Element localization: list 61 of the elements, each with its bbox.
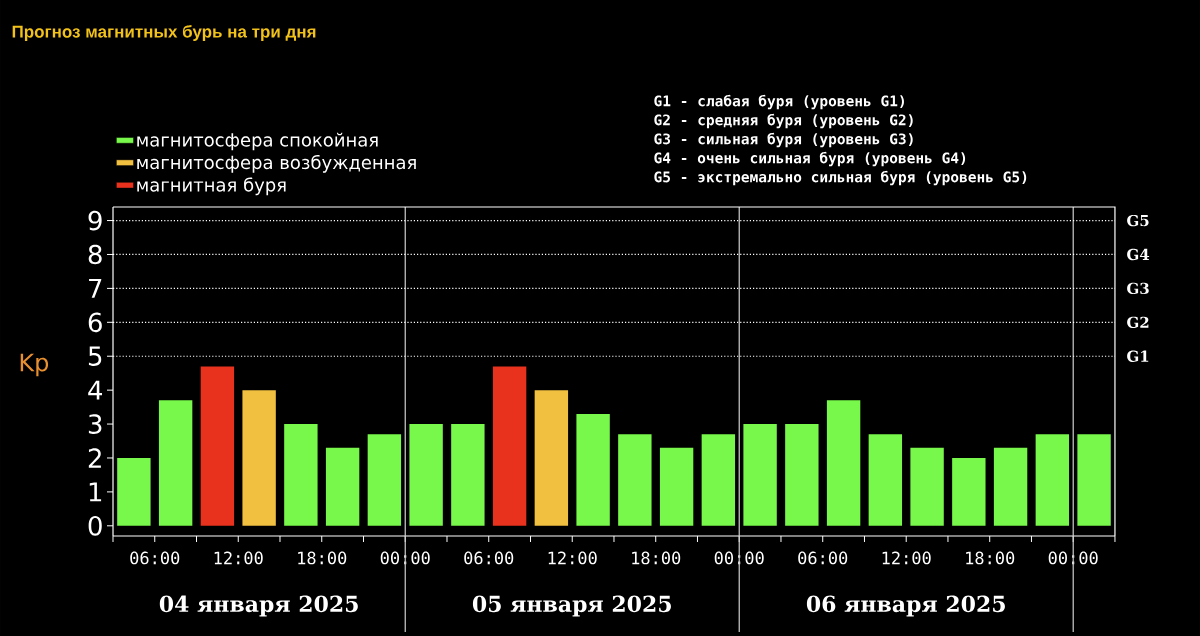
bar	[785, 424, 819, 526]
x-tick-label: 06:00	[798, 551, 848, 565]
bar	[200, 366, 235, 526]
bar	[952, 457, 986, 526]
y-tick-label: 7	[89, 278, 102, 298]
chart-title: Прогноз магнитных бурь на три дня	[12, 24, 316, 41]
x-tick-label: 18:00	[298, 551, 347, 565]
y-tick-label: 4	[88, 380, 103, 400]
bar	[451, 424, 485, 526]
bar	[534, 390, 569, 526]
bar	[993, 447, 1028, 526]
bar	[1077, 434, 1111, 526]
bar	[826, 400, 861, 526]
x-tick-label: 18:00	[632, 551, 681, 565]
x-tick-label: 06:00	[130, 551, 180, 565]
y-tick-label: 5	[88, 346, 102, 366]
text: G5 - экстремально сильная буря (уровень G5)	[654, 170, 1027, 186]
x-tick-label: 12:00	[214, 551, 263, 565]
x-tick-label: 12:00	[548, 551, 597, 565]
y-tick-label: 0	[88, 515, 102, 536]
bar	[576, 413, 610, 526]
ref-line-label: G1	[1127, 350, 1149, 362]
bar	[284, 424, 318, 526]
ref-line-label: G3	[1127, 282, 1149, 295]
text: 04 января 2025	[159, 595, 358, 617]
bar	[910, 447, 944, 526]
bar	[409, 424, 443, 526]
ref-line-label: G5	[1127, 214, 1149, 227]
bar	[743, 424, 777, 526]
text: G2 - средняя буря (уровень G2)	[654, 113, 913, 129]
y-tick-label: 6	[88, 312, 102, 333]
bar	[868, 434, 903, 526]
y-tick-label: 3	[88, 414, 102, 434]
text: G3 - сильная буря (уровень G3)	[654, 132, 913, 148]
bar	[1035, 434, 1070, 526]
y-tick-label: 9	[88, 210, 102, 231]
text: 06 января 2025	[806, 595, 1005, 617]
text: G4 - очень сильная буря (уровень G4)	[654, 151, 966, 167]
bar	[618, 434, 652, 526]
bar	[117, 457, 151, 526]
bar	[492, 366, 527, 526]
bar	[659, 447, 694, 526]
x-tick-label: 12:00	[882, 551, 931, 565]
bar	[242, 390, 276, 526]
y-tick-label: 2	[88, 448, 101, 468]
bar	[367, 434, 402, 526]
legend-label: магнитосфера возбужденная	[137, 154, 416, 173]
bar	[701, 434, 736, 526]
ref-line-label: G2	[1127, 316, 1149, 328]
x-tick-label: 06:00	[464, 551, 514, 565]
y-axis-title: Kp	[20, 353, 49, 377]
x-tick-label: 18:00	[966, 551, 1015, 565]
y-tick-label: 8	[88, 244, 102, 265]
legend-label: магнитная буря	[137, 177, 286, 196]
legend-label: магнитосфера спокойная	[137, 132, 378, 151]
text: G1 - слабая буря (уровень G1)	[654, 94, 904, 110]
ref-line-label: G4	[1127, 248, 1150, 261]
text: 05 января 2025	[472, 595, 671, 617]
bar	[158, 400, 193, 526]
y-tick-label: 1	[89, 482, 102, 502]
bar	[325, 447, 360, 526]
